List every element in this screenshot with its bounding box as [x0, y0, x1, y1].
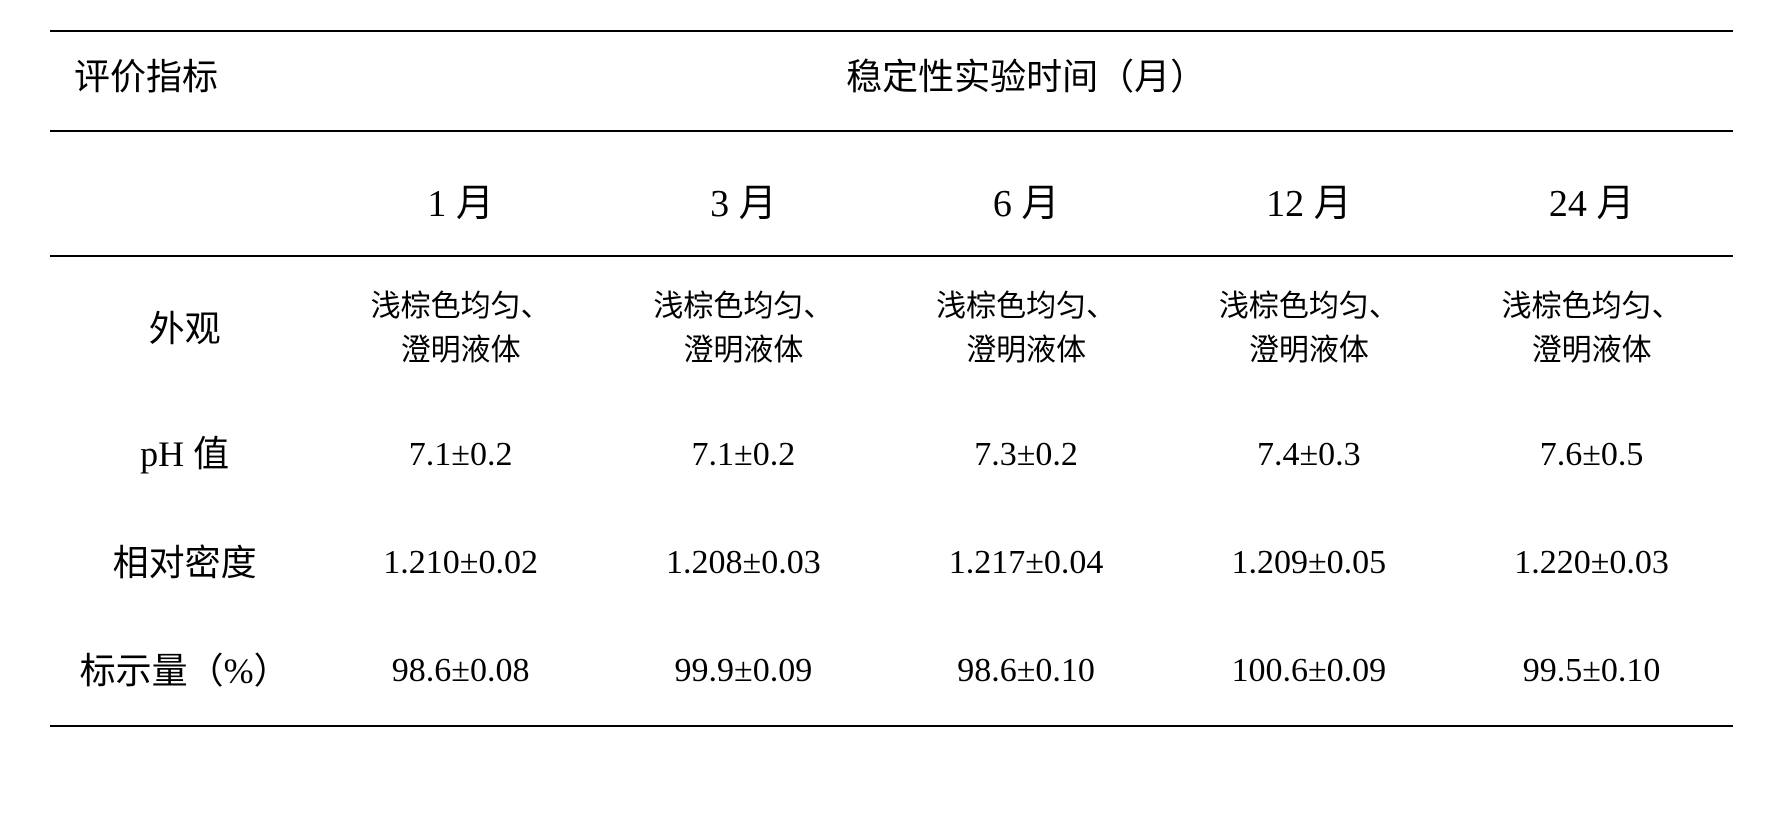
stability-table: 评价指标 稳定性实验时间（月） 1 月 3 月 6 月 12 月 24 月 外观…	[50, 30, 1733, 727]
table-row: 相对密度 1.210±0.02 1.208±0.03 1.217±0.04 1.…	[50, 509, 1733, 617]
cell-appearance: 浅棕色均匀、 澄明液体	[602, 256, 885, 400]
cell-line2: 澄明液体	[1167, 329, 1450, 373]
row-label-ph: pH 值	[50, 400, 319, 508]
cell-labeled-amount: 99.9±0.09	[602, 617, 885, 726]
cell-appearance: 浅棕色均匀、 澄明液体	[1450, 256, 1733, 400]
cell-ph: 7.3±0.2	[885, 400, 1168, 508]
table-month-header-row: 1 月 3 月 6 月 12 月 24 月	[50, 131, 1733, 256]
table-row: 标示量（%） 98.6±0.08 99.9±0.09 98.6±0.10 100…	[50, 617, 1733, 726]
cell-line1: 浅棕色均匀、	[319, 285, 602, 329]
cell-appearance: 浅棕色均匀、 澄明液体	[1167, 256, 1450, 400]
cell-line1: 浅棕色均匀、	[602, 285, 885, 329]
cell-ph: 7.4±0.3	[1167, 400, 1450, 508]
header-month: 3 月	[602, 131, 885, 256]
table-row: 外观 浅棕色均匀、 澄明液体 浅棕色均匀、 澄明液体 浅棕色均匀、 澄明液体 浅…	[50, 256, 1733, 400]
stability-table-container: 评价指标 稳定性实验时间（月） 1 月 3 月 6 月 12 月 24 月 外观…	[0, 0, 1783, 767]
header-month: 1 月	[319, 131, 602, 256]
cell-appearance: 浅棕色均匀、 澄明液体	[319, 256, 602, 400]
cell-labeled-amount: 98.6±0.10	[885, 617, 1168, 726]
cell-labeled-amount: 100.6±0.09	[1167, 617, 1450, 726]
header-month: 12 月	[1167, 131, 1450, 256]
cell-density: 1.209±0.05	[1167, 509, 1450, 617]
cell-line1: 浅棕色均匀、	[1450, 285, 1733, 329]
cell-density: 1.208±0.03	[602, 509, 885, 617]
cell-labeled-amount: 99.5±0.10	[1450, 617, 1733, 726]
row-label-density: 相对密度	[50, 509, 319, 617]
header-indicator-label: 评价指标	[50, 31, 319, 131]
table-super-header-row: 评价指标 稳定性实验时间（月）	[50, 31, 1733, 131]
cell-density: 1.210±0.02	[319, 509, 602, 617]
header-blank	[50, 131, 319, 256]
table-row: pH 值 7.1±0.2 7.1±0.2 7.3±0.2 7.4±0.3 7.6…	[50, 400, 1733, 508]
cell-line2: 澄明液体	[319, 329, 602, 373]
cell-line2: 澄明液体	[885, 329, 1168, 373]
cell-density: 1.217±0.04	[885, 509, 1168, 617]
header-month: 24 月	[1450, 131, 1733, 256]
cell-ph: 7.1±0.2	[319, 400, 602, 508]
cell-line2: 澄明液体	[602, 329, 885, 373]
header-month: 6 月	[885, 131, 1168, 256]
header-super-title: 稳定性实验时间（月）	[319, 31, 1733, 131]
cell-density: 1.220±0.03	[1450, 509, 1733, 617]
cell-appearance: 浅棕色均匀、 澄明液体	[885, 256, 1168, 400]
cell-ph: 7.1±0.2	[602, 400, 885, 508]
cell-line1: 浅棕色均匀、	[885, 285, 1168, 329]
cell-labeled-amount: 98.6±0.08	[319, 617, 602, 726]
cell-line2: 澄明液体	[1450, 329, 1733, 373]
cell-line1: 浅棕色均匀、	[1167, 285, 1450, 329]
cell-ph: 7.6±0.5	[1450, 400, 1733, 508]
row-label-appearance: 外观	[50, 256, 319, 400]
row-label-labeled-amount: 标示量（%）	[50, 617, 319, 726]
